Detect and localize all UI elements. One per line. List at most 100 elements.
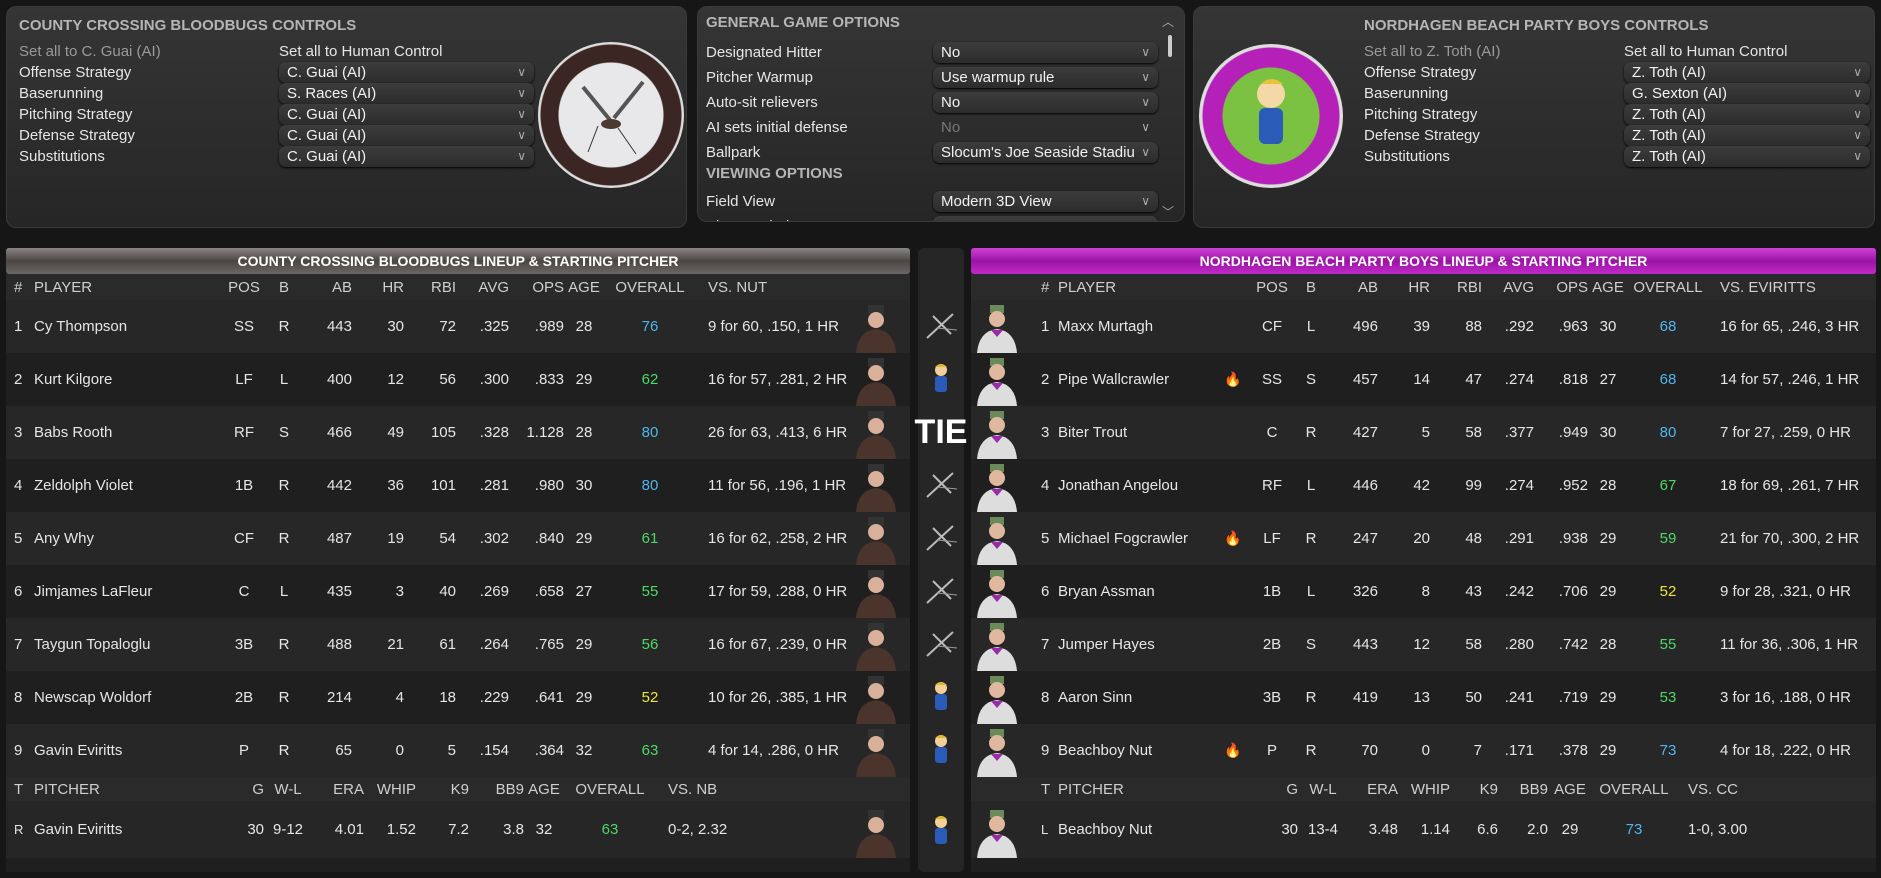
column-header[interactable]: POS xyxy=(228,278,260,296)
control-dropdown[interactable]: C. Guai (AI) ∨ xyxy=(279,62,534,83)
column-header[interactable]: OVERALL xyxy=(615,278,685,296)
column-header[interactable]: AGE xyxy=(1592,278,1624,296)
column-header[interactable]: OPS xyxy=(1556,278,1588,296)
player-name[interactable]: Cy Thompson xyxy=(34,318,128,335)
column-header[interactable]: AVG xyxy=(1503,278,1534,296)
column-header[interactable]: PITCHER xyxy=(34,780,100,798)
column-header[interactable]: VS. CC xyxy=(1688,780,1739,798)
column-header[interactable]: POS xyxy=(1256,278,1288,296)
pitcher-row[interactable]: R Gavin Eviritts 30 9-12 4.01 1.52 7.2 3.8 32 63 0… xyxy=(6,801,910,858)
column-header[interactable]: VS. NUT xyxy=(708,278,768,296)
player-row[interactable]: 1 Cy Thompson SS R 443 30 72 .325 .989 28 76 9 for … xyxy=(6,300,910,353)
column-header[interactable]: OVERALL xyxy=(1633,278,1703,296)
pitcher-row[interactable]: L Beachboy Nut 30 13-4 3.48 1.14 6.6 2.0 29 73 1-0… xyxy=(971,801,1876,858)
column-header[interactable]: BB9 xyxy=(1519,780,1548,798)
column-header[interactable]: AGE xyxy=(568,278,600,296)
player-name[interactable]: Jimjames LaFleur xyxy=(34,583,153,600)
option-dropdown[interactable]: Use warmup rule ∨ xyxy=(933,67,1158,88)
player-row[interactable]: 5 Any Why CF R 487 19 54 .302 .840 29 61 16 for 62,… xyxy=(6,512,910,565)
column-header[interactable]: AGE xyxy=(1554,780,1586,798)
set-all-human-button[interactable]: Set all to Human Control xyxy=(1624,43,1788,60)
player-row[interactable]: 8 Aaron Sinn 3B R 419 13 50 .241 .719 29 53 3 for 1… xyxy=(971,671,1876,724)
column-header[interactable]: G xyxy=(1286,780,1298,798)
player-row[interactable]: 2 Kurt Kilgore LF L 400 12 56 .300 .833 29 62 16 fo… xyxy=(6,353,910,406)
player-row[interactable]: 7 Taygun Topaloglu 3B R 488 21 61 .264 .765 29 56 1… xyxy=(6,618,910,671)
player-name[interactable]: Jumper Hayes xyxy=(1058,636,1155,653)
column-header[interactable]: HR xyxy=(382,278,404,296)
control-dropdown[interactable]: Z. Toth (AI) ∨ xyxy=(1624,62,1870,83)
player-name[interactable]: Newscap Woldorf xyxy=(34,689,152,706)
column-header[interactable]: AB xyxy=(1357,278,1378,296)
column-header[interactable]: B xyxy=(1305,278,1316,296)
player-row[interactable]: 6 Jimjames LaFleur C L 435 3 40 .269 .658 27 55 17 … xyxy=(6,565,910,618)
column-header[interactable]: OVERALL xyxy=(575,780,645,798)
option-dropdown[interactable]: No ∨ xyxy=(933,42,1158,63)
set-all-human-button[interactable]: Set all to Human Control xyxy=(279,43,443,60)
column-header[interactable]: PLAYER xyxy=(1058,278,1117,296)
player-name[interactable]: Taygun Topaloglu xyxy=(34,636,151,653)
player-row[interactable]: 2 Pipe Wallcrawler 🔥 SS S 457 14 47.274.818 27 68… xyxy=(971,353,1876,406)
column-header[interactable]: W-L xyxy=(1309,780,1337,798)
pitcher-name[interactable]: Beachboy Nut xyxy=(1058,821,1153,838)
control-dropdown[interactable]: Z. Toth (AI) ∨ xyxy=(1624,125,1870,146)
column-header[interactable]: G xyxy=(252,780,264,798)
player-row[interactable]: 4 Jonathan Angelou RF L 446 42 99 .274 .952 28 67 1… xyxy=(971,459,1876,512)
player-name[interactable]: Babs Rooth xyxy=(34,424,113,441)
pitcher-name[interactable]: Gavin Eviritts xyxy=(34,821,123,838)
player-row[interactable]: 9 Beachboy Nut 🔥 P R 70 0 7 .171 .378 29 73 4 for 18… xyxy=(971,724,1876,777)
player-row[interactable]: 4 Zeldolph Violet 1B R 442 36 101 .281 .980 30 80 1… xyxy=(6,459,910,512)
player-row[interactable]: 8 Newscap Woldorf 2B R 214 4 18 .229 .641 29 52 10 … xyxy=(6,671,910,724)
player-name[interactable]: Pipe Wallcrawler xyxy=(1058,371,1170,388)
column-header[interactable]: B xyxy=(278,278,289,296)
column-header[interactable]: AGE xyxy=(528,780,560,798)
player-row[interactable]: 9 Gavin Eviritts P R 65 0 5 .154 .364 32 63 4 for 1… xyxy=(6,724,910,777)
column-header[interactable]: BB9 xyxy=(495,780,524,798)
player-row[interactable]: 3 Babs Rooth RF S 466 49 105 .328 1.128 28 80 26 fo… xyxy=(6,406,910,459)
scroll-up-icon[interactable]: ︿ xyxy=(1161,15,1174,29)
player-name[interactable]: Maxx Murtagh xyxy=(1058,318,1154,335)
control-dropdown[interactable]: C. Guai (AI) ∨ xyxy=(279,125,534,146)
column-header[interactable]: VS. EVIRITTS xyxy=(1720,278,1816,296)
column-header[interactable]: K9 xyxy=(1479,780,1498,798)
player-name[interactable]: Beachboy Nut xyxy=(1058,742,1153,759)
option-dropdown[interactable]: ∨ xyxy=(933,216,1158,221)
control-dropdown[interactable]: Z. Toth (AI) ∨ xyxy=(1624,104,1870,125)
column-header[interactable]: AB xyxy=(331,278,352,296)
column-header[interactable]: PLAYER xyxy=(34,278,93,296)
scrollbar-thumb[interactable] xyxy=(1168,35,1172,57)
column-header[interactable]: T xyxy=(14,780,24,798)
player-row[interactable]: 5 Michael Fogcrawler 🔥 LF R 247 20 48 .291 .938 29… xyxy=(971,512,1876,565)
scroll-down-icon[interactable]: ﹀ xyxy=(1161,205,1174,219)
column-header[interactable]: ERA xyxy=(333,780,364,798)
column-header[interactable]: OVERALL xyxy=(1599,780,1669,798)
column-header[interactable]: VS. NB xyxy=(668,780,718,798)
player-name[interactable]: Zeldolph Violet xyxy=(34,477,133,494)
column-header[interactable]: W-L xyxy=(274,780,302,798)
control-dropdown[interactable]: C. Guai (AI) ∨ xyxy=(279,146,534,167)
column-header[interactable]: RBI xyxy=(430,278,456,296)
column-header[interactable]: AVG xyxy=(478,278,509,296)
control-dropdown[interactable]: Z. Toth (AI) ∨ xyxy=(1624,146,1870,167)
player-name[interactable]: Jonathan Angelou xyxy=(1058,477,1179,494)
control-dropdown[interactable]: S. Races (AI) ∨ xyxy=(279,83,534,104)
column-header[interactable]: PITCHER xyxy=(1058,780,1124,798)
player-name[interactable]: Aaron Sinn xyxy=(1058,689,1133,706)
option-dropdown[interactable]: Modern 3D View ∨ xyxy=(933,191,1158,212)
option-dropdown[interactable]: No ∨ xyxy=(933,92,1158,113)
player-name[interactable]: Gavin Eviritts xyxy=(34,742,123,759)
player-name[interactable]: Any Why xyxy=(34,530,95,547)
column-header[interactable]: ERA xyxy=(1367,780,1398,798)
column-header[interactable]: WHIP xyxy=(1410,780,1450,798)
column-header[interactable]: T xyxy=(1041,780,1051,798)
control-dropdown[interactable]: C. Guai (AI) ∨ xyxy=(279,104,534,125)
player-row[interactable]: 3 Biter Trout C R 427 5 58 .377 .949 30 80 7 for 27… xyxy=(971,406,1876,459)
player-name[interactable]: Bryan Assman xyxy=(1058,583,1155,600)
player-name[interactable]: Kurt Kilgore xyxy=(34,371,113,388)
player-row[interactable]: 6 Bryan Assman 1B L 326 8 43 .242 .706 29 52 9 for … xyxy=(971,565,1876,618)
column-header[interactable]: WHIP xyxy=(376,780,416,798)
control-dropdown[interactable]: G. Sexton (AI) ∨ xyxy=(1624,83,1870,104)
column-header[interactable]: # xyxy=(14,278,23,296)
player-row[interactable]: 7 Jumper Hayes 2B S 443 12 58 .280 .742 28 55 11 fo… xyxy=(971,618,1876,671)
set-all-ai-button[interactable]: Set all to Z. Toth (AI) xyxy=(1364,43,1501,60)
player-name[interactable]: Michael Fogcrawler xyxy=(1058,530,1189,547)
